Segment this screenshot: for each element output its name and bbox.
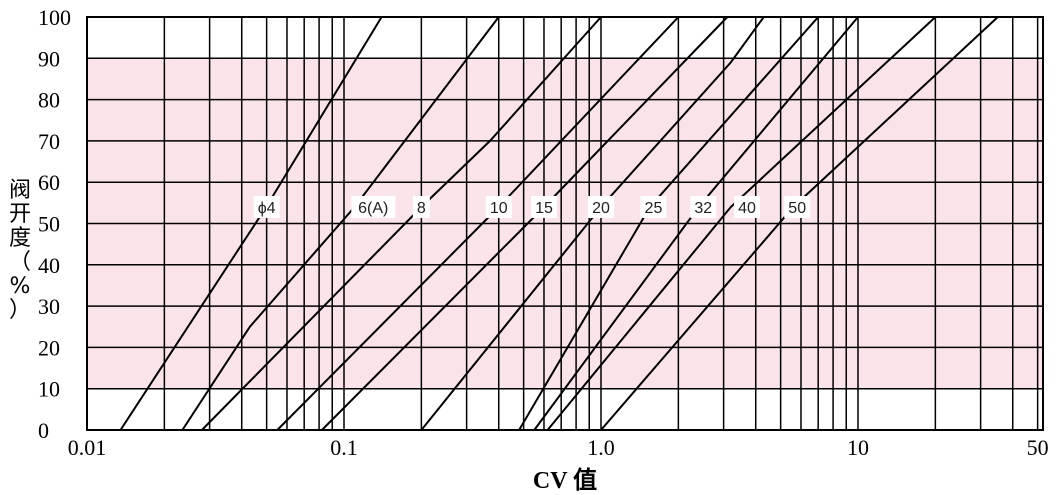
y-axis-label-char: （ [9,250,31,275]
curve-label-bg [530,195,557,218]
curve-labels-layer: ϕ4 6(A) 8 10 15 20 25 32 40 50 [253,195,811,218]
curve-label: 32 [694,200,712,217]
y-tick-label: 0 [38,418,49,443]
y-tick-label: 100 [38,5,71,30]
x-tick-label: 50 [1027,435,1049,460]
y-tick-label: 10 [38,377,60,402]
y-axis-label-char: % [10,274,31,299]
curve-label: 50 [788,200,806,217]
curve-label: 6(A) [358,200,388,217]
y-axis-label-char: 阀 [9,178,31,203]
curve-label: 10 [490,200,508,217]
curve-line [201,16,602,431]
plot-frame [86,16,1044,431]
curve-label: 25 [645,200,663,217]
curve-label-bg [690,195,717,218]
curve-label: 8 [417,200,426,217]
curve-label-bg [253,195,280,218]
y-axis-label-char: 开 [9,202,31,227]
y-tick-label: 50 [38,212,60,237]
curve-label-bg [784,195,811,218]
curve-label-bg [734,195,761,218]
curve-label: 20 [592,200,610,217]
x-tick-label: 1.0 [587,435,615,460]
y-tick-label: 60 [38,170,60,195]
curve-line [420,16,765,431]
y-axis-label-char: 度 [9,226,31,251]
curve-label-bg [485,195,512,218]
curve-label: 40 [738,200,756,217]
y-tick-label: 90 [38,46,60,71]
y-tick-label: 70 [38,129,60,154]
y-tick-label: 40 [38,253,60,278]
x-tick-label: 10 [847,435,869,460]
y-axis-label-char: ） [9,298,31,323]
y-tick-label: 30 [38,294,60,319]
y-tick-label: 20 [38,335,60,360]
curve-label-bg [351,195,396,218]
ticks-layer: 0 10 20 30 40 50 60 70 80 90 100 0.01 0.1 1.0 10 50 [38,5,1049,460]
curve-label: 15 [535,200,553,217]
curve-label-bg [412,195,430,218]
x-tick-label: 0.01 [68,435,107,460]
curve-label-bg [640,195,667,218]
y-tick-label: 80 [38,88,60,113]
y-axis-label: 阀开度（%） [9,178,31,323]
curve-line [181,16,500,431]
curve-line [546,16,937,431]
curve-label: ϕ4 [258,200,276,217]
x-tick-label: 0.1 [330,435,358,460]
x-axis-label: CV 值 [533,466,597,494]
curve-label-bg [588,195,614,218]
